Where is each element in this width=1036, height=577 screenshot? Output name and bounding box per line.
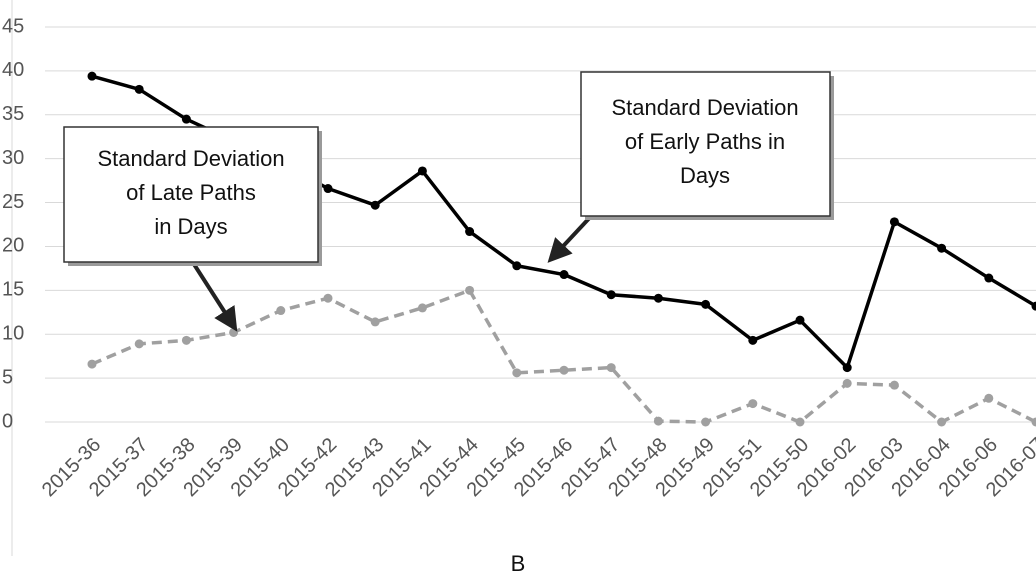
point-marker [134,339,144,349]
annotation-text: of Early Paths in [625,129,785,154]
point-marker [181,114,191,124]
point-marker [559,365,569,375]
y-tick-label: 45 [2,15,24,37]
point-marker [701,417,711,427]
point-marker [417,166,427,176]
point-marker [417,303,427,313]
point-marker [701,299,711,309]
point-marker [229,327,239,337]
series-line [91,288,1036,424]
annotation-text: in Days [154,214,227,239]
annotation-text: Standard Deviation [611,95,798,120]
point-marker [984,273,994,283]
annotation-text: of Late Paths [126,180,256,205]
caption: B [511,551,526,576]
point-marker [465,285,475,295]
y-tick-label: 20 [2,235,24,257]
point-marker [134,84,144,94]
point-marker [512,368,522,378]
point-marker [465,227,475,237]
point-marker [795,315,805,325]
y-tick-label: 35 [2,103,24,125]
point-marker [653,293,663,303]
y-tick-label: 5 [2,366,13,388]
y-tick-label: 25 [2,191,24,213]
point-marker [889,217,899,227]
point-marker [889,380,899,390]
arrow [188,256,238,332]
point-marker [606,363,616,373]
annotation-text: Days [680,163,730,188]
point-marker [748,335,758,345]
point-marker [842,378,852,388]
point-marker [984,393,994,403]
point-marker [937,243,947,253]
point-marker [748,399,758,409]
point-marker [606,290,616,300]
point-marker [842,363,852,373]
point-marker [795,417,805,427]
point-marker [559,270,569,280]
point-marker [323,184,333,194]
annotations: Standard Deviation of Late Paths in Days St… [63,71,834,332]
point-marker [181,335,191,345]
point-marker [87,71,97,81]
point-marker [1031,417,1036,427]
callout-box [63,126,319,263]
point-marker [1031,301,1036,311]
point-marker [370,317,380,327]
callout-box [580,71,831,217]
y-tick-label: 10 [2,323,24,345]
annotation-text: Standard Deviation [97,146,284,171]
y-tick-label: 30 [2,147,24,169]
y-tick-label: 40 [2,59,24,81]
point-marker [653,416,663,426]
y-tick-label: 0 [2,410,13,432]
point-marker [276,306,286,316]
y-tick-label: 15 [2,279,24,301]
point-marker [370,200,380,210]
point-marker [323,293,333,303]
point-marker [937,417,947,427]
point-marker [512,261,522,271]
point-marker [87,359,97,369]
